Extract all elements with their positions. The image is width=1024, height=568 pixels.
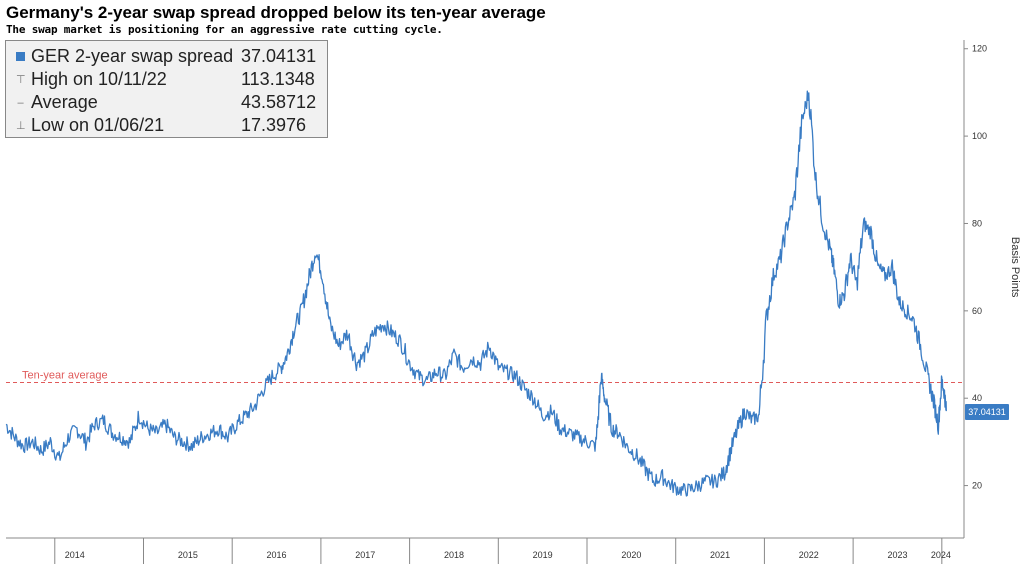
legend-value: 43.58712 xyxy=(241,92,317,112)
legend-label: Average xyxy=(31,92,98,112)
x-tick-label: 2015 xyxy=(178,550,198,560)
low-marker-icon: ⊥ xyxy=(16,120,26,132)
x-axis: 2014 2015 2016 2017 2018 2019 2020 2021 2022 2023… xyxy=(6,537,964,564)
series-swatch xyxy=(16,52,25,61)
average-marker-icon: – xyxy=(17,97,24,109)
chart-title: Germany's 2-year swap spread dropped bel… xyxy=(6,3,546,22)
legend-row-series: GER 2-year swap spread xyxy=(16,45,233,67)
legend-label: High on 10/11/22 xyxy=(31,69,167,89)
high-marker-icon: ⊤ xyxy=(16,74,26,86)
legend-row-high: ⊤ High on 10/11/22 xyxy=(16,68,167,90)
legend-value: 37.04131 xyxy=(241,46,317,66)
last-value-badge: 37.04131 xyxy=(965,404,1009,420)
average-label: Ten-year average xyxy=(22,370,108,382)
series-line-ger-2y-swap-spread xyxy=(5,90,947,497)
chart-subtitle: The swap market is positioning for an ag… xyxy=(6,23,443,36)
x-tick-label: 2020 xyxy=(621,550,641,560)
y-axis-label: Basis Points xyxy=(1009,237,1021,298)
x-tick-label: 2022 xyxy=(799,550,819,560)
y-tick-label: 100 xyxy=(972,131,987,141)
x-tick-label: 2018 xyxy=(444,550,464,560)
y-tick-label: 40 xyxy=(972,393,982,403)
legend-row-low: ⊥ Low on 01/06/21 xyxy=(16,114,164,136)
x-tick-label: 2023 xyxy=(887,550,907,560)
y-tick-label: 80 xyxy=(972,218,982,228)
y-tick-label: 120 xyxy=(972,44,987,54)
series-group xyxy=(5,90,947,497)
x-tick-label: 2014 xyxy=(65,550,85,560)
legend-label: GER 2-year swap spread xyxy=(31,46,234,66)
x-tick-label: 2021 xyxy=(710,550,730,560)
average-line: Ten-year average xyxy=(6,370,964,384)
y-tick-label: 20 xyxy=(972,481,982,491)
x-tick-label: 2019 xyxy=(533,550,553,560)
legend-value: 113.1348 xyxy=(241,69,315,89)
x-tick-label: 2024 xyxy=(931,550,951,560)
x-tick-label: 2017 xyxy=(355,550,375,560)
legend-label: Low on 01/06/21 xyxy=(31,115,165,135)
legend-box: GER 2-year swap spread 37.04131 ⊤ High on… xyxy=(5,40,328,138)
legend-value: 17.3976 xyxy=(241,115,307,135)
legend-row-average: – Average xyxy=(16,91,98,113)
x-tick-label: 2016 xyxy=(267,550,287,560)
y-axis: 20 40 60 80 100 120 xyxy=(963,40,987,538)
y-tick-label: 60 xyxy=(972,306,982,316)
